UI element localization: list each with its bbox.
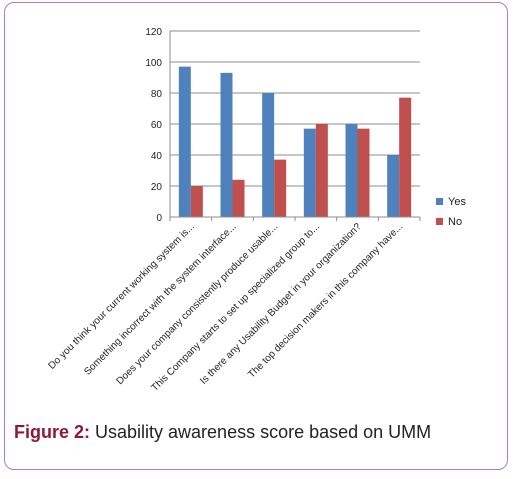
bar-yes-1: [220, 72, 233, 217]
bar-no-3: [315, 124, 328, 217]
bar-no-0: [190, 186, 203, 217]
y-tick-label: 0: [156, 213, 162, 224]
gridlines: [170, 30, 420, 187]
x-tick-label: Is there any Usability Budget in your or…: [198, 221, 364, 387]
bar-no-5: [399, 97, 412, 217]
bars: [178, 66, 412, 218]
legend-label-no: No: [448, 216, 462, 228]
axes: [169, 31, 421, 221]
bar-yes-2: [262, 93, 275, 217]
y-tick-label: 120: [145, 27, 162, 38]
figure-frame: [4, 2, 508, 470]
y-tick-label: 40: [151, 151, 163, 162]
legend-swatch-yes: [436, 198, 443, 205]
bar-no-4: [357, 128, 370, 217]
legend-swatch-no: [436, 218, 443, 225]
bar-yes-0: [178, 66, 191, 218]
x-tick-labels: Do you think your current working system…: [47, 221, 406, 394]
legend: Yes No: [436, 196, 466, 228]
bar-yes-5: [387, 155, 400, 217]
x-tick-label: Do you think your current working system…: [47, 221, 197, 371]
y-tick-labels: 0 20 40 60 80 100 120: [145, 27, 162, 224]
caption-text: Usability awareness score based on UMM: [90, 422, 432, 442]
bar-no-2: [274, 159, 287, 217]
caption-label: Figure 2:: [14, 422, 91, 442]
y-tick-label: 80: [151, 89, 163, 100]
y-tick-label: 20: [151, 182, 163, 193]
x-tick-label: Something incorrect with the system inte…: [82, 221, 238, 377]
legend-label-yes: Yes: [448, 196, 466, 208]
figure-caption: Figure 2: Usability awareness score base…: [14, 422, 431, 443]
bar-no-1: [232, 179, 245, 217]
bar-yes-4: [345, 124, 358, 217]
y-tick-label: 60: [151, 120, 163, 131]
bar-yes-3: [303, 128, 316, 217]
y-tick-label: 100: [145, 58, 162, 69]
x-tick-label: The top decision makers in this company …: [246, 221, 405, 380]
